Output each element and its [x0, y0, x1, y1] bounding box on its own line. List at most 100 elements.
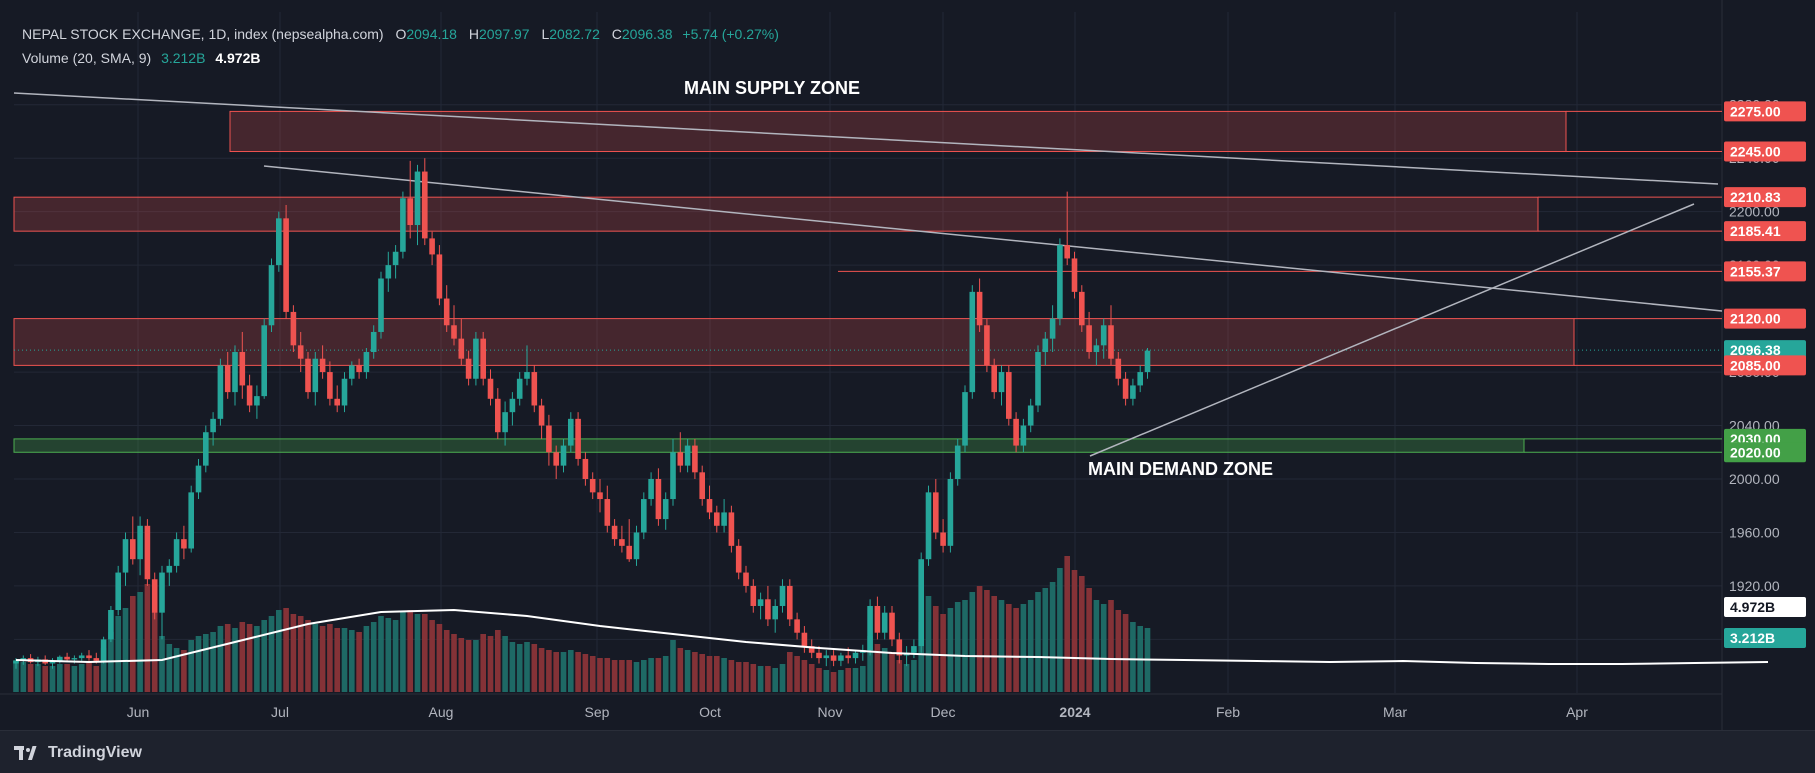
candle-body[interactable]	[524, 372, 530, 379]
candle-body[interactable]	[772, 605, 778, 620]
candle-body[interactable]	[422, 171, 428, 239]
candle-body[interactable]	[757, 599, 764, 606]
candle-body[interactable]	[940, 532, 946, 546]
candle-body[interactable]	[349, 365, 355, 379]
candle-body[interactable]	[436, 254, 443, 299]
candle-body[interactable]	[188, 492, 194, 549]
candle-body[interactable]	[356, 365, 362, 373]
candle-body[interactable]	[655, 479, 662, 520]
trendline[interactable]	[13, 92, 1719, 185]
candle-body[interactable]	[933, 492, 939, 533]
candle-body[interactable]	[991, 365, 997, 393]
candle-body[interactable]	[889, 612, 895, 640]
candle-body[interactable]	[268, 265, 275, 326]
candle-body[interactable]	[210, 418, 216, 433]
candle-body[interactable]	[509, 398, 516, 413]
candle-body[interactable]	[370, 331, 377, 353]
zone-supply[interactable]	[229, 110, 1567, 153]
candle-body[interactable]	[239, 352, 246, 386]
candle-body[interactable]	[378, 278, 384, 332]
candle-body[interactable]	[203, 432, 209, 466]
candle-body[interactable]	[611, 525, 618, 540]
candle-body[interactable]	[319, 358, 326, 373]
candle-body[interactable]	[502, 412, 508, 433]
candle-body[interactable]	[276, 218, 282, 266]
candle-body[interactable]	[1042, 338, 1049, 353]
candle-body[interactable]	[743, 572, 749, 586]
candle-body[interactable]	[173, 539, 180, 566]
candle-body[interactable]	[327, 372, 333, 399]
candle-body[interactable]	[699, 472, 705, 500]
candle-body[interactable]	[305, 358, 311, 393]
candle-body[interactable]	[787, 585, 793, 620]
candle-body[interactable]	[1027, 405, 1034, 426]
candle-body[interactable]	[137, 525, 143, 560]
candle-body[interactable]	[765, 599, 771, 620]
candle-body[interactable]	[918, 559, 924, 647]
candle-body[interactable]	[151, 579, 158, 613]
candle-body[interactable]	[312, 358, 319, 393]
candle-body[interactable]	[823, 655, 830, 659]
candle-body[interactable]	[677, 452, 684, 466]
candle-body[interactable]	[575, 418, 581, 459]
candle-body[interactable]	[181, 539, 187, 549]
candle-body[interactable]	[648, 479, 654, 500]
candle-body[interactable]	[633, 532, 640, 560]
candle-body[interactable]	[816, 652, 822, 659]
candle-body[interactable]	[801, 632, 808, 647]
candle-body[interactable]	[144, 525, 151, 580]
candle-body[interactable]	[1006, 372, 1012, 419]
candle-body[interactable]	[400, 198, 406, 252]
candle-body[interactable]	[1108, 325, 1114, 359]
candle-body[interactable]	[969, 291, 976, 393]
candle-body[interactable]	[1115, 358, 1122, 379]
candle-body[interactable]	[473, 338, 479, 379]
candle-body[interactable]	[867, 605, 873, 651]
candle-body[interactable]	[1086, 325, 1092, 353]
candle-body[interactable]	[1130, 385, 1136, 399]
candle-body[interactable]	[232, 352, 238, 393]
candle-body[interactable]	[735, 545, 742, 573]
candle-body[interactable]	[49, 660, 56, 664]
candle-body[interactable]	[392, 251, 399, 266]
candle-body[interactable]	[998, 372, 1005, 393]
candle-body[interactable]	[458, 338, 465, 359]
candle-body[interactable]	[443, 298, 450, 326]
candle-body[interactable]	[334, 398, 340, 406]
candle-body[interactable]	[78, 655, 85, 659]
candle-body[interactable]	[100, 639, 107, 661]
candle-body[interactable]	[115, 572, 121, 610]
candle-body[interactable]	[1057, 245, 1063, 319]
candle-body[interactable]	[641, 499, 647, 533]
candle-body[interactable]	[1093, 345, 1100, 353]
candle-body[interactable]	[57, 656, 63, 661]
candle-body[interactable]	[1064, 245, 1070, 259]
candle-body[interactable]	[93, 658, 100, 661]
candle-body[interactable]	[1035, 352, 1041, 406]
candle-body[interactable]	[604, 499, 611, 526]
candle-body[interactable]	[582, 458, 589, 479]
candle-body[interactable]	[1100, 325, 1107, 346]
candle-body[interactable]	[874, 605, 881, 633]
candle-body[interactable]	[246, 385, 253, 406]
candle-body[interactable]	[830, 655, 837, 661]
candle-body[interactable]	[794, 619, 800, 633]
candle-body[interactable]	[13, 660, 19, 664]
symbol-title[interactable]: NEPAL STOCK EXCHANGE, 1D, index (nepseal…	[22, 26, 384, 42]
candle-body[interactable]	[254, 396, 260, 406]
candle-body[interactable]	[1049, 318, 1056, 339]
candle-body[interactable]	[692, 445, 698, 473]
volume-indicator-title[interactable]: Volume (20, SMA, 9)	[22, 50, 152, 66]
candle-body[interactable]	[290, 311, 297, 346]
candle-body[interactable]	[984, 325, 990, 366]
candle-body[interactable]	[962, 392, 968, 446]
candle-body[interactable]	[429, 238, 435, 255]
candle-body[interactable]	[1137, 372, 1143, 386]
candle-body[interactable]	[487, 378, 494, 399]
candle-body[interactable]	[976, 291, 983, 326]
candle-body[interactable]	[516, 378, 523, 399]
candle-body[interactable]	[568, 418, 574, 446]
candle-body[interactable]	[465, 358, 472, 379]
candle-body[interactable]	[838, 655, 844, 661]
